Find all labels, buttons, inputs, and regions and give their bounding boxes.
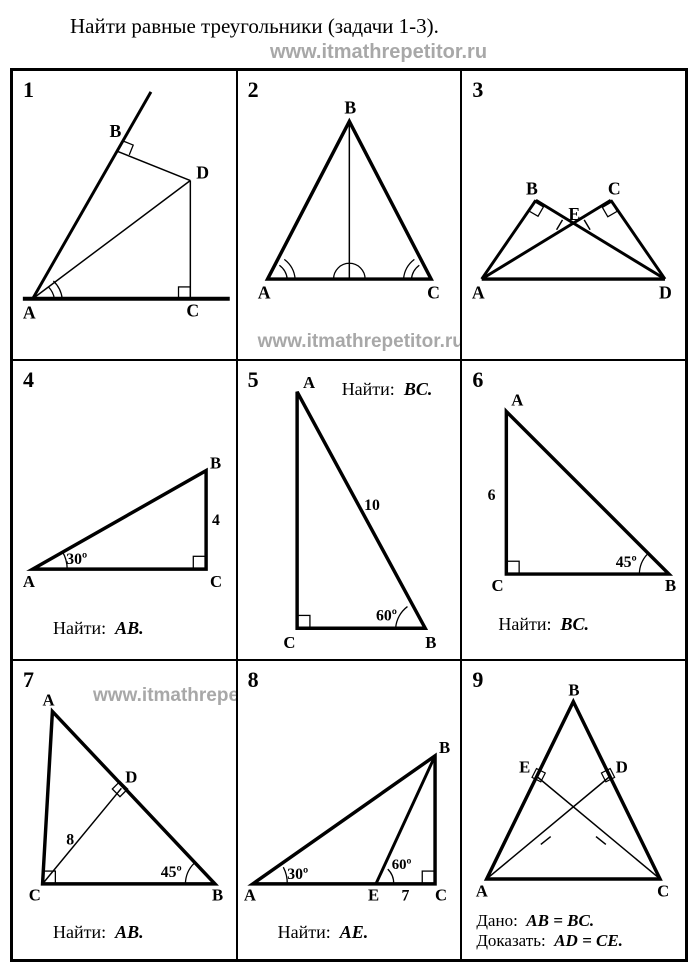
svg-text:10: 10: [364, 497, 380, 514]
cell-8: 8 A B C E: [237, 660, 462, 960]
problem-grid: 1: [10, 68, 688, 962]
svg-text:C: C: [608, 178, 621, 198]
svg-text:B: B: [665, 576, 676, 595]
page-title: Найти равные треугольники (задачи 1-3).: [70, 14, 690, 39]
svg-text:B: B: [425, 633, 436, 652]
caption: Найти: AB.: [53, 922, 144, 943]
svg-text:A: A: [303, 373, 315, 392]
svg-text:B: B: [569, 681, 580, 700]
figure-2: A B C: [238, 71, 461, 359]
svg-text:C: C: [492, 576, 504, 595]
caption: Найти: AB.: [53, 618, 144, 639]
cell-1: 1: [12, 70, 237, 360]
svg-text:60º: 60º: [391, 857, 411, 873]
cell-7: 7 www.itmathrepetitor.ru A C B: [12, 660, 237, 960]
prove-line: Доказать: AD = CE.: [476, 931, 623, 951]
cell-2: 2 A B C: [237, 70, 462, 360]
figure-1: A B C D: [13, 71, 236, 359]
svg-text:B: B: [344, 98, 356, 118]
given-line: Дано: AB = BC.: [476, 911, 594, 931]
cell-5: 5 Найти: BC. A C B 10 60º: [237, 360, 462, 660]
svg-text:C: C: [657, 882, 669, 901]
svg-text:B: B: [439, 738, 450, 757]
svg-text:A: A: [476, 882, 488, 901]
svg-text:C: C: [186, 300, 199, 320]
svg-text:B: B: [110, 121, 122, 141]
svg-text:E: E: [368, 886, 379, 905]
svg-text:C: C: [427, 283, 440, 303]
svg-text:8: 8: [66, 831, 74, 848]
svg-text:A: A: [512, 391, 524, 410]
svg-text:D: D: [659, 283, 672, 303]
figure-8: A B C E 30º 60º 7: [238, 661, 461, 959]
svg-text:A: A: [43, 691, 55, 710]
cell-6: 6 A C B 6 45º Найти: BC.: [461, 360, 686, 660]
svg-text:B: B: [210, 454, 221, 473]
svg-text:A: A: [244, 886, 256, 905]
caption: Найти: AE.: [278, 922, 369, 943]
svg-text:30º: 30º: [66, 551, 87, 568]
svg-text:60º: 60º: [376, 607, 397, 624]
svg-text:4: 4: [212, 512, 220, 529]
watermark-top: www.itmathrepetitor.ru: [270, 41, 690, 64]
watermark-mid: www.itmathrepetitor.ru: [258, 331, 462, 353]
cell-4: 4 A B C 30º 4 Найти: AB.: [12, 360, 237, 660]
figure-3: A B C D E: [462, 71, 685, 359]
svg-text:C: C: [29, 886, 41, 905]
cell-3: 3: [461, 70, 686, 360]
svg-text:C: C: [435, 886, 447, 905]
svg-text:D: D: [616, 758, 628, 777]
svg-text:E: E: [569, 204, 581, 224]
svg-text:D: D: [196, 163, 209, 183]
svg-text:B: B: [212, 886, 223, 905]
watermark-row3: www.itmathrepetitor.ru: [93, 685, 237, 707]
svg-text:D: D: [125, 767, 137, 786]
svg-text:A: A: [472, 283, 485, 303]
svg-text:45º: 45º: [616, 554, 637, 571]
svg-text:B: B: [526, 178, 538, 198]
caption: Найти: BC.: [498, 614, 589, 635]
figure-5: A C B 10 60º: [238, 361, 461, 659]
svg-text:45º: 45º: [161, 864, 182, 881]
svg-text:C: C: [283, 633, 295, 652]
svg-text:E: E: [519, 758, 530, 777]
svg-text:A: A: [257, 283, 270, 303]
svg-text:C: C: [210, 572, 222, 591]
svg-text:7: 7: [401, 888, 409, 905]
svg-text:30º: 30º: [287, 866, 308, 883]
svg-text:A: A: [23, 572, 35, 591]
figure-4: A B C 30º 4: [13, 361, 236, 659]
svg-text:6: 6: [488, 487, 496, 504]
cell-9: 9 A B: [461, 660, 686, 960]
svg-text:A: A: [23, 302, 36, 322]
